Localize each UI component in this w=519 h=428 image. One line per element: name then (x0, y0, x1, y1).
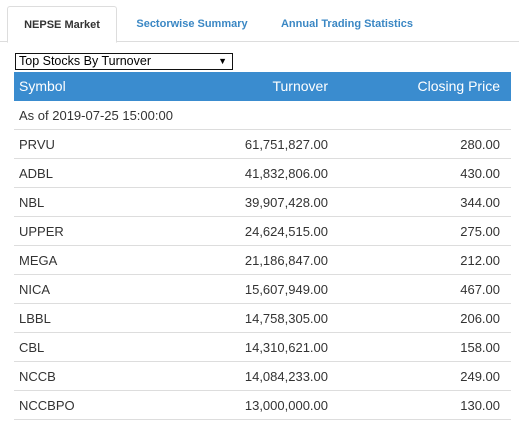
table-row: MEGA 21,186,847.00 212.00 (14, 246, 511, 275)
row-turnover: 21,186,847.00 (244, 253, 328, 268)
row-symbol: NICA (19, 282, 51, 297)
table-row: ADBL 41,832,806.00 430.00 (14, 159, 511, 188)
row-closing-price: 430.00 (460, 166, 500, 181)
top-stocks-table: Symbol Turnover Closing Price As of 2019… (14, 72, 511, 420)
row-symbol: NCCB (19, 369, 56, 384)
triangle-down-icon: ▼ (218, 56, 227, 66)
header-turnover[interactable]: Turnover (272, 78, 328, 94)
row-closing-price: 280.00 (460, 137, 500, 152)
row-closing-price: 344.00 (460, 195, 500, 210)
row-turnover: 61,751,827.00 (244, 137, 328, 152)
row-turnover: 24,624,515.00 (244, 224, 328, 239)
header-symbol[interactable]: Symbol (19, 78, 66, 94)
table-row: NCCB 14,084,233.00 249.00 (14, 362, 511, 391)
row-turnover: 15,607,949.00 (244, 282, 328, 297)
table-row: NBL 39,907,428.00 344.00 (14, 188, 511, 217)
tab-annual-trading-statistics[interactable]: Annual Trading Statistics (280, 18, 414, 30)
top-stocks-dropdown[interactable]: Top Stocks By Turnover ▼ (15, 53, 233, 70)
row-turnover: 14,084,233.00 (244, 369, 328, 384)
tab-sectorwise-summary[interactable]: Sectorwise Summary (136, 18, 248, 30)
row-turnover: 14,758,305.00 (244, 311, 328, 326)
row-turnover: 39,907,428.00 (244, 195, 328, 210)
row-symbol: UPPER (19, 224, 64, 239)
row-closing-price: 158.00 (460, 340, 500, 355)
table-row: LBBL 14,758,305.00 206.00 (14, 304, 511, 333)
table-row: UPPER 24,624,515.00 275.00 (14, 217, 511, 246)
row-closing-price: 130.00 (460, 398, 500, 413)
row-symbol: PRVU (19, 137, 55, 152)
row-symbol: ADBL (19, 166, 53, 181)
row-turnover: 13,000,000.00 (244, 398, 328, 413)
row-closing-price: 212.00 (460, 253, 500, 268)
table-body: PRVU 61,751,827.00 280.00 ADBL 41,832,806.00… (14, 130, 511, 420)
header-closing-price[interactable]: Closing Price (417, 78, 500, 94)
table-row: NCCBPO 13,000,000.00 130.00 (14, 391, 511, 420)
table-row: CBL 14,310,621.00 158.00 (14, 333, 511, 362)
row-turnover: 41,832,806.00 (244, 166, 328, 181)
dropdown-selected-value: Top Stocks By Turnover (19, 54, 152, 68)
tab-nepse-market[interactable]: NEPSE Market (7, 6, 117, 43)
row-closing-price: 249.00 (460, 369, 500, 384)
row-closing-price: 206.00 (460, 311, 500, 326)
as-of-timestamp: As of 2019-07-25 15:00:00 (14, 101, 511, 130)
table-row: NICA 15,607,949.00 467.00 (14, 275, 511, 304)
row-symbol: MEGA (19, 253, 58, 268)
row-symbol: LBBL (19, 311, 51, 326)
row-closing-price: 275.00 (460, 224, 500, 239)
row-symbol: NBL (19, 195, 45, 210)
row-symbol: CBL (19, 340, 45, 355)
row-symbol: NCCBPO (19, 398, 75, 413)
table-header: Symbol Turnover Closing Price (14, 72, 511, 101)
tab-bar: NEPSE Market Sectorwise Summary Annual T… (0, 0, 519, 43)
table-row: PRVU 61,751,827.00 280.00 (14, 130, 511, 159)
row-turnover: 14,310,621.00 (244, 340, 328, 355)
row-closing-price: 467.00 (460, 282, 500, 297)
